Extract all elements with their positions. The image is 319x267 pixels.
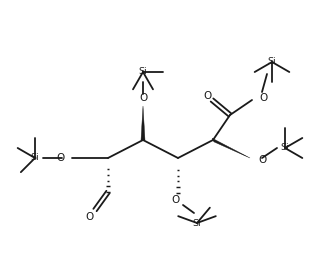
Text: Si: Si bbox=[139, 68, 147, 77]
Polygon shape bbox=[212, 138, 250, 158]
Text: O: O bbox=[258, 155, 266, 165]
Text: Si: Si bbox=[142, 72, 144, 73]
Text: Si: Si bbox=[31, 154, 39, 163]
Text: O: O bbox=[203, 91, 211, 101]
Text: Si: Si bbox=[281, 143, 289, 152]
Text: O: O bbox=[139, 93, 147, 103]
Text: O: O bbox=[171, 195, 179, 205]
Text: O: O bbox=[259, 93, 267, 103]
Text: O: O bbox=[57, 153, 65, 163]
Text: O: O bbox=[86, 212, 94, 222]
Text: Si: Si bbox=[268, 57, 276, 66]
Polygon shape bbox=[141, 106, 145, 140]
Text: Si: Si bbox=[193, 218, 201, 227]
